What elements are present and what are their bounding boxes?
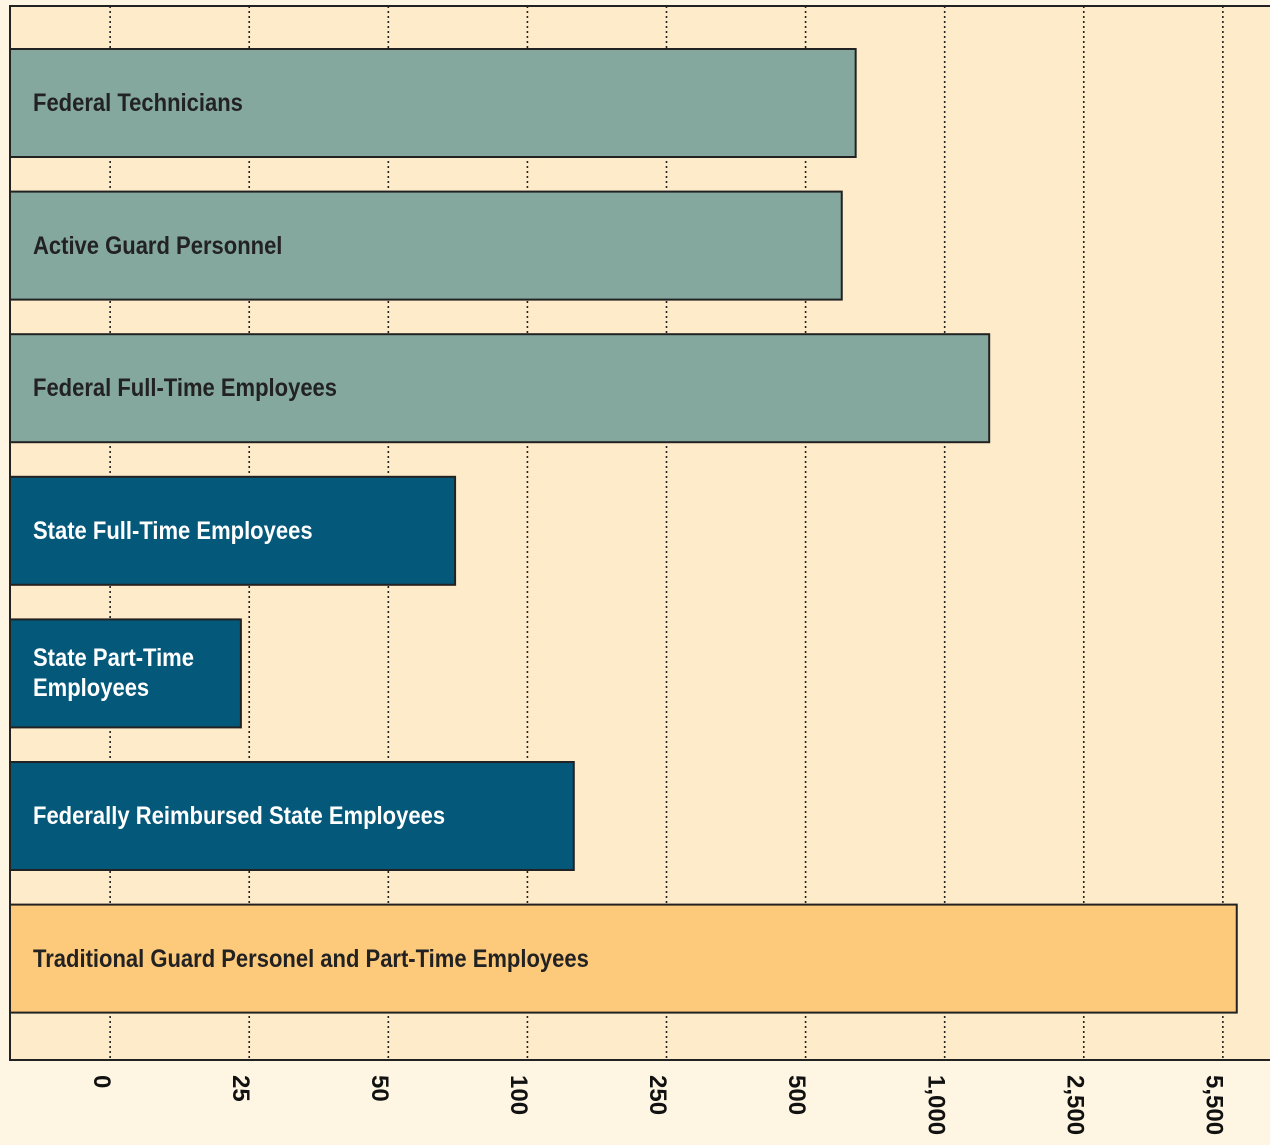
bar-label: Federal Technicians	[33, 89, 243, 117]
bar	[9, 475, 457, 586]
x-tick-label: 25	[227, 1075, 254, 1102]
bar-label: Federal Full-Time Employees	[33, 374, 338, 403]
x-tick: 250	[644, 1075, 671, 1115]
x-tick: 100	[505, 1075, 532, 1115]
x-tick: 2,500	[1061, 1075, 1088, 1135]
x-tick-label: 50	[366, 1075, 393, 1102]
bar	[9, 333, 991, 444]
x-tick-label: 2,500	[1061, 1075, 1088, 1135]
x-tick: 25	[227, 1075, 254, 1102]
x-tick-label: 100	[505, 1075, 532, 1115]
bar-label: State Full-Time Employees	[33, 516, 313, 545]
bar-label: State Part-Time Employees	[33, 644, 194, 703]
bar	[9, 618, 242, 729]
bar	[9, 190, 843, 301]
x-tick: 5,500	[1201, 1075, 1228, 1135]
bar-label: Federally Reimbursed State Employees	[33, 802, 446, 830]
x-tick-label: 1,000	[922, 1075, 949, 1135]
x-tick: 50	[366, 1075, 393, 1102]
x-tick: 1,000	[922, 1075, 949, 1135]
x-tick-label: 250	[644, 1075, 671, 1115]
bar	[9, 903, 1238, 1014]
bar	[9, 761, 575, 871]
bar	[9, 48, 857, 158]
x-tick: 0	[88, 1075, 115, 1088]
bar-label: Active Guard Personnel	[33, 231, 283, 260]
x-tick: 500	[783, 1075, 810, 1115]
x-tick-label: 5,500	[1201, 1075, 1228, 1135]
x-tick-label: 500	[783, 1075, 810, 1115]
x-tick-label: 0	[88, 1075, 115, 1088]
bar-label: Traditional Guard Personel and Part-Time…	[33, 944, 589, 973]
